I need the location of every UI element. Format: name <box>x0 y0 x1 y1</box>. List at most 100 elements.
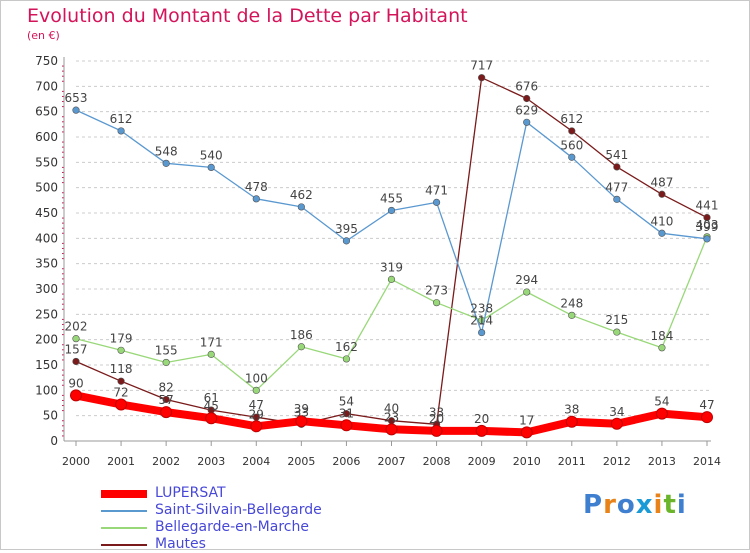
y-tick-label: 500 <box>35 181 58 195</box>
data-label: 34 <box>609 405 624 419</box>
data-label: 179 <box>110 331 133 345</box>
data-label: 40 <box>384 402 399 416</box>
data-label: 548 <box>155 144 178 158</box>
x-tick-label: 2003 <box>197 455 225 468</box>
logo-letter: o <box>616 490 636 520</box>
logo-letter: r <box>603 490 617 520</box>
legend-label: Mautes <box>155 536 206 552</box>
data-label: 560 <box>560 138 583 152</box>
data-point <box>252 195 260 203</box>
data-label: 477 <box>605 180 628 194</box>
x-tick-label: 2010 <box>513 455 541 468</box>
x-tick-label: 2008 <box>423 455 451 468</box>
data-point <box>432 198 441 206</box>
data-point <box>250 420 263 433</box>
data-label: 29 <box>249 407 264 421</box>
data-point <box>613 163 621 171</box>
data-point <box>658 190 666 198</box>
data-point <box>117 127 125 135</box>
legend-swatch <box>101 544 147 546</box>
proxiti-logo: Proxiti <box>583 490 687 520</box>
data-point <box>70 389 82 402</box>
y-tick-label: 550 <box>35 155 58 169</box>
data-point <box>701 411 713 424</box>
data-label: 184 <box>650 329 673 343</box>
data-label: 238 <box>470 301 493 315</box>
data-point <box>475 424 488 437</box>
data-label: 39 <box>294 402 309 416</box>
data-label: 541 <box>605 148 628 162</box>
data-point <box>297 343 305 351</box>
data-label: 653 <box>65 91 88 105</box>
y-tick-label: 350 <box>35 257 58 271</box>
data-label: 61 <box>204 391 219 405</box>
data-label: 82 <box>159 380 174 394</box>
data-point <box>613 195 621 203</box>
logo-letter: t <box>663 490 677 520</box>
legend-swatch <box>101 510 147 512</box>
data-point <box>295 415 308 428</box>
legend-swatch <box>101 490 147 498</box>
chart-subtitle: (en €) <box>27 29 60 42</box>
y-tick-label: 750 <box>35 54 58 68</box>
data-label: 395 <box>335 222 358 236</box>
x-tick-label: 2004 <box>242 455 270 468</box>
data-point <box>432 299 441 307</box>
x-tick-label: 2011 <box>558 455 586 468</box>
data-point <box>703 235 711 243</box>
data-label: 248 <box>560 296 583 310</box>
data-point <box>387 206 396 215</box>
x-tick-label: 2012 <box>603 455 631 468</box>
chart-title: Evolution du Montant de la Dette par Hab… <box>27 5 468 27</box>
data-point <box>523 288 531 296</box>
data-point <box>160 406 173 419</box>
data-label: 171 <box>200 335 223 349</box>
x-tick-label: 2007 <box>378 455 406 468</box>
logo-letter: P <box>583 490 604 520</box>
data-label: 202 <box>65 320 88 334</box>
y-tick-label: 200 <box>35 333 58 347</box>
y-tick-label: 100 <box>35 383 58 397</box>
data-label: 399 <box>696 220 719 234</box>
y-tick-label: 450 <box>35 206 58 220</box>
data-point <box>658 229 666 237</box>
data-label: 155 <box>155 343 178 357</box>
y-tick-label: 700 <box>35 79 58 93</box>
data-label: 215 <box>605 313 628 327</box>
data-label: 54 <box>339 395 354 409</box>
legend-label: LUPERSAT <box>155 485 226 501</box>
data-point <box>162 358 170 367</box>
data-point <box>205 412 218 425</box>
data-point <box>72 357 80 366</box>
data-point <box>207 350 215 358</box>
data-point <box>523 118 531 126</box>
x-tick-label: 2005 <box>287 455 315 468</box>
data-label: 17 <box>519 413 534 427</box>
data-label: 57 <box>159 393 174 407</box>
data-label: 33 <box>294 405 309 419</box>
data-point <box>162 159 170 167</box>
y-tick-label: 650 <box>35 105 58 119</box>
data-label: 72 <box>113 386 128 400</box>
data-point <box>72 106 80 114</box>
data-point <box>342 237 351 245</box>
data-point <box>568 153 576 161</box>
y-tick-label: 600 <box>35 130 58 144</box>
x-tick-label: 2013 <box>648 455 676 468</box>
data-label: 162 <box>335 340 358 354</box>
data-label: 23 <box>384 410 399 424</box>
y-tick-label: 250 <box>35 307 58 321</box>
data-label: 455 <box>380 191 403 205</box>
y-tick-label: 0 <box>50 434 58 448</box>
data-label: 100 <box>245 371 268 385</box>
data-label: 54 <box>654 395 669 409</box>
legend-label: Bellegarde-en-Marche <box>155 519 309 535</box>
x-tick-label: 2000 <box>62 455 90 468</box>
data-label: 47 <box>699 398 714 412</box>
y-tick-label: 50 <box>43 409 58 423</box>
data-point <box>658 344 666 352</box>
data-point <box>610 417 623 430</box>
data-point <box>340 419 353 432</box>
data-point <box>385 423 398 436</box>
